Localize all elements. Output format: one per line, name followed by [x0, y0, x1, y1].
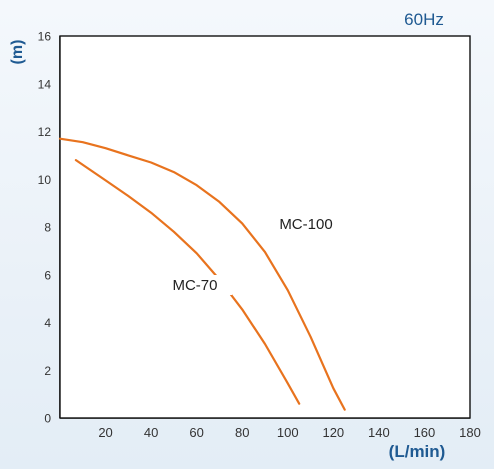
plot-area — [59, 35, 471, 419]
y-tick-label: 8 — [44, 221, 51, 235]
curves — [58, 137, 346, 411]
plot-frame — [59, 35, 471, 419]
y-tick-label: 2 — [44, 364, 51, 378]
annotation-background — [158, 275, 232, 295]
x-tick-label: 40 — [144, 425, 158, 440]
curve-label: MC-100 — [279, 216, 332, 233]
y-tick-label: 0 — [44, 412, 51, 426]
x-tick-label: 160 — [414, 425, 436, 440]
y-tick-label: 4 — [44, 316, 51, 330]
y-tick-label: 6 — [44, 268, 51, 282]
x-tick-label: 100 — [277, 425, 299, 440]
x-tick-label: 60 — [189, 425, 203, 440]
x-tick-label: 80 — [235, 425, 249, 440]
y-axis-label: (m) — [9, 40, 26, 65]
plot-background — [60, 36, 470, 418]
tick-labels: 20 40 60 80 100 120 140 160 180 0 2 4 6 8 10 12 14 16 — [38, 30, 481, 441]
y-tick-label: 10 — [38, 173, 52, 187]
x-tick-label: 180 — [459, 425, 481, 440]
x-tick-label: 120 — [322, 425, 344, 440]
x-tick-label: 20 — [98, 425, 112, 440]
y-tick-label: 12 — [38, 125, 52, 139]
annotation-background — [269, 214, 343, 234]
y-tick-label: 14 — [38, 77, 52, 91]
series-curve — [58, 137, 346, 411]
curve-label: MC-70 — [172, 277, 217, 294]
chart-title: 60Hz — [404, 10, 444, 29]
chart-labels: MC-100 MC-70 60Hz (m) (L/min) — [9, 10, 445, 461]
series-curve — [74, 159, 301, 405]
y-tick-label: 16 — [38, 30, 52, 44]
x-tick-label: 140 — [368, 425, 390, 440]
x-axis-label: (L/min) — [389, 442, 446, 461]
